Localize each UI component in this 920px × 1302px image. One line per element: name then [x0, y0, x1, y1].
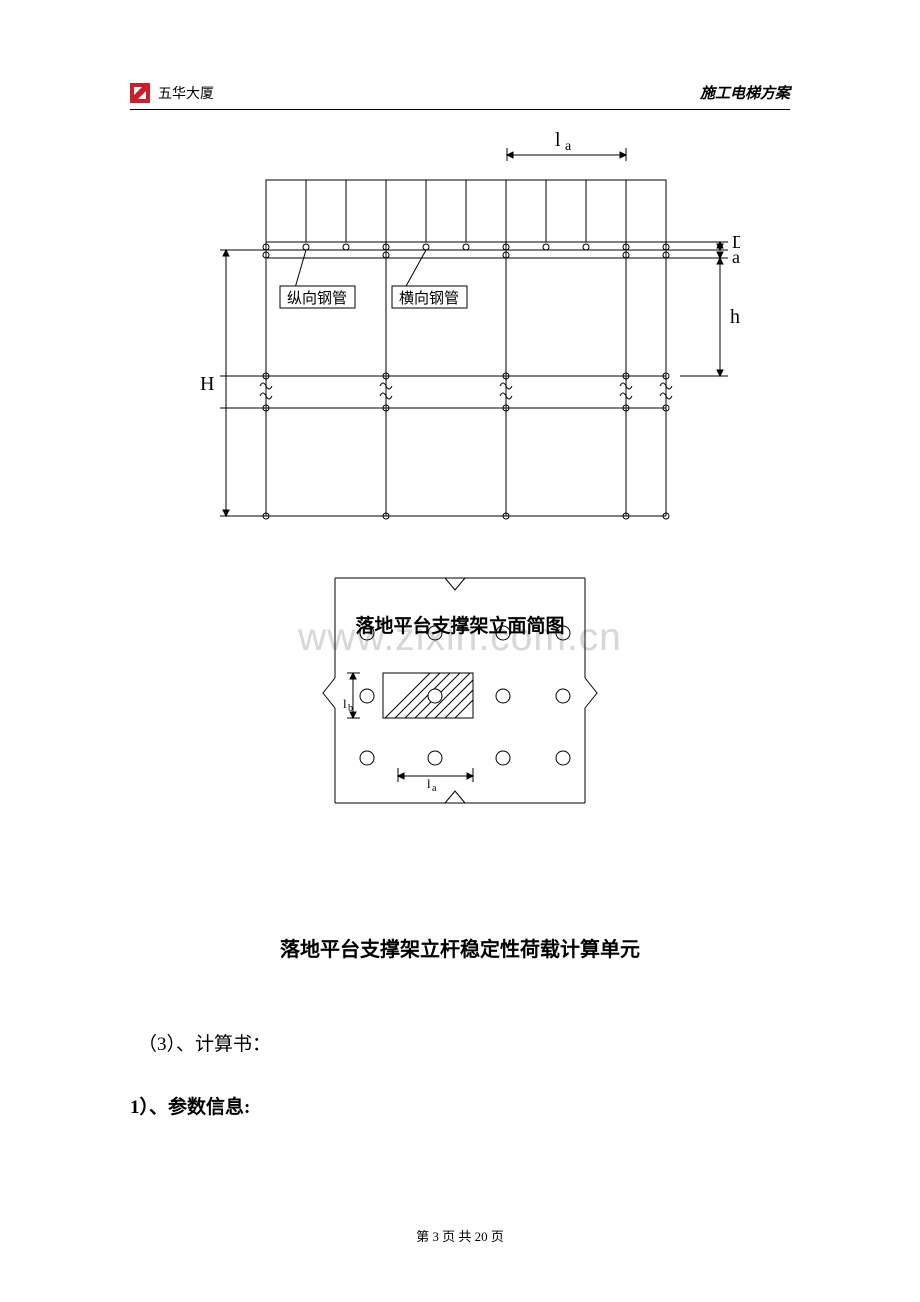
diagram1-caption: 落地平台支撑架立面简图: [355, 611, 564, 638]
page-footer: 第 3 页 共 20 页: [0, 1226, 920, 1302]
page-number: 第 3 页 共 20 页: [416, 1229, 504, 1244]
header-left: 五华大厦: [130, 83, 214, 103]
svg-text:a: a: [432, 783, 437, 794]
company-logo-icon: [130, 83, 150, 103]
doc-title: 施工电梯方案: [700, 82, 790, 103]
page-header: 五华大厦 施工电梯方案: [130, 82, 790, 110]
section-3-label: （3）、计算书：: [130, 1017, 790, 1072]
svg-text:a: a: [565, 139, 572, 154]
svg-text:a: a: [732, 247, 740, 267]
svg-text:l: l: [427, 776, 431, 791]
elevation-diagram: l a: [130, 128, 790, 528]
project-name: 五华大厦: [158, 83, 214, 103]
svg-text:H: H: [200, 373, 214, 395]
plan-diagram: l b l a: [130, 568, 790, 818]
svg-text:l: l: [343, 696, 347, 711]
svg-text:横向钢管: 横向钢管: [399, 290, 459, 307]
body-text: （3）、计算书： 1）、参数信息:: [130, 1017, 790, 1135]
svg-text:b: b: [348, 703, 353, 714]
svg-text:h: h: [730, 306, 740, 328]
diagram2-caption: 落地平台支撑架立杆稳定性荷载计算单元: [130, 933, 790, 962]
svg-text:纵向钢管: 纵向钢管: [287, 290, 347, 307]
svg-text:l: l: [555, 129, 561, 151]
section-1-label: 1）、参数信息:: [130, 1080, 790, 1135]
